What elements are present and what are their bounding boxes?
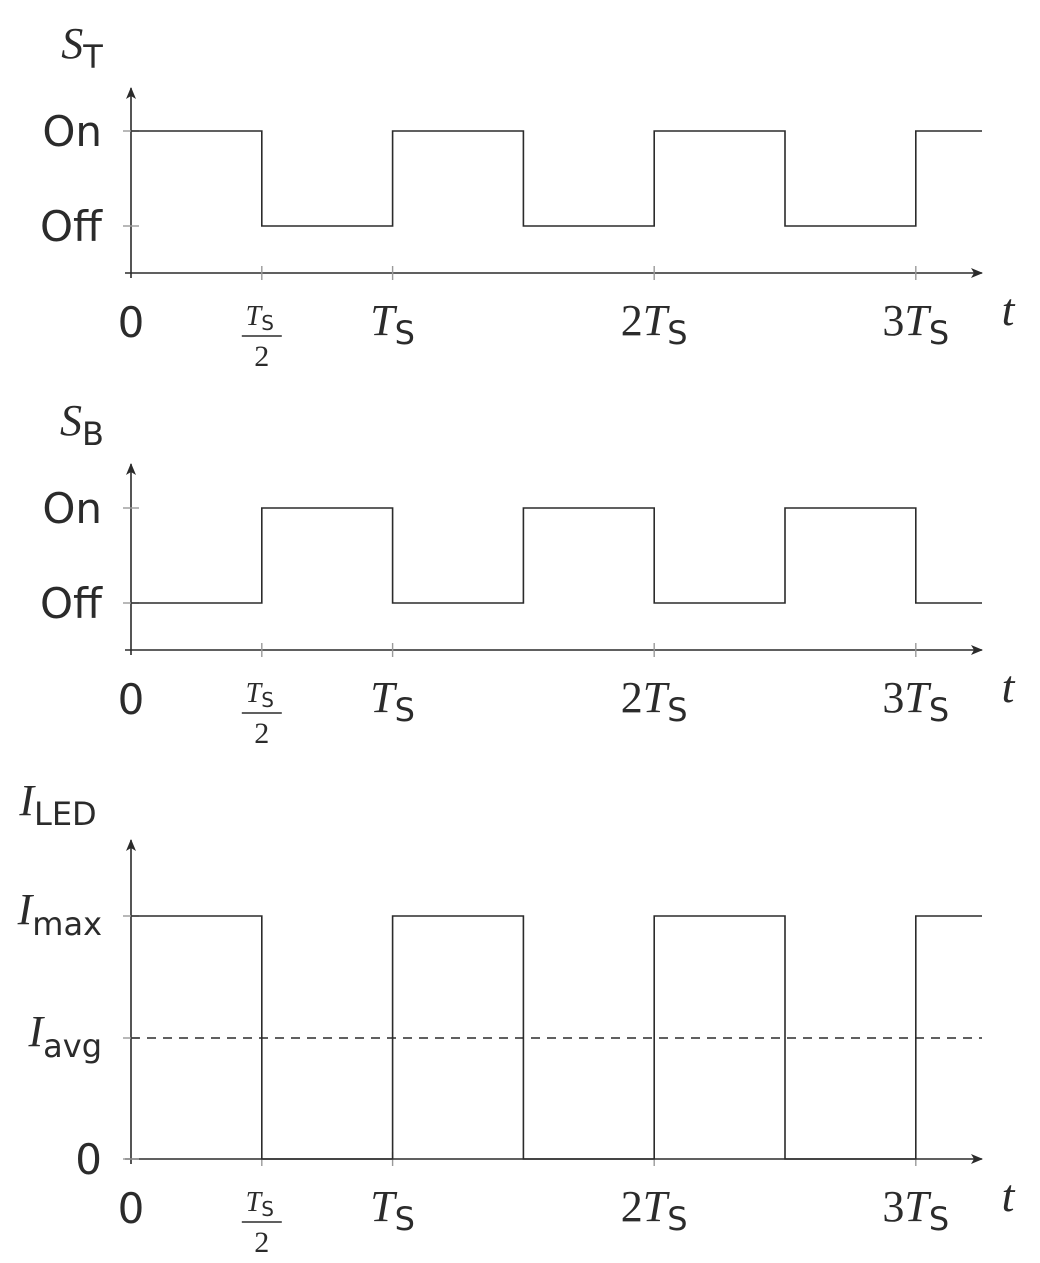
waveform-st <box>131 130 982 227</box>
x-tick-label: 0 <box>118 675 145 724</box>
fraction-numerator: TS <box>246 678 274 712</box>
x-tick-label-fraction: TS 2 <box>241 678 282 750</box>
fraction-numerator: TS <box>246 1187 274 1221</box>
x-tick-label: 2TS <box>621 296 688 352</box>
x-tick-label: TS <box>370 296 415 352</box>
x-tick-label: TS <box>370 673 415 729</box>
fraction-denominator: 2 <box>254 1226 269 1258</box>
y-level-label: Off <box>40 579 103 628</box>
x-tick-label: 0 <box>118 298 145 347</box>
x-axis-label: t <box>1002 1170 1016 1221</box>
waveform-iled <box>131 915 982 1160</box>
waveform-sb <box>131 507 982 604</box>
y-level-label: On <box>42 484 102 533</box>
y-level-label: On <box>42 107 102 156</box>
fraction-denominator: 2 <box>254 340 269 373</box>
x-tick-label: 2TS <box>621 1182 688 1238</box>
fraction-numerator: TS <box>246 301 274 335</box>
panel-title-st: ST <box>61 19 103 76</box>
x-tick-label-fraction: TS 2 <box>241 1187 282 1259</box>
x-tick-label: TS <box>370 1182 415 1238</box>
y-level-label: Imax <box>17 885 102 943</box>
x-tick-label: 3TS <box>882 673 949 729</box>
x-tick-label: 3TS <box>882 1182 949 1238</box>
x-tick-label: 2TS <box>621 673 688 729</box>
panel-title-sb: SB <box>60 396 104 453</box>
y-level-label: Iavg <box>27 1007 102 1065</box>
y-level-label: 0 <box>75 1135 102 1184</box>
panel-title-iled: ILED <box>18 776 96 833</box>
x-tick-label: 0 <box>118 1184 145 1233</box>
x-axis-label: t <box>1002 661 1016 712</box>
fraction-denominator: 2 <box>254 717 269 750</box>
x-tick-label-fraction: TS 2 <box>241 301 282 373</box>
x-tick-label: 3TS <box>882 296 949 352</box>
y-level-label: Off <box>40 202 103 251</box>
x-axis-label: t <box>1002 284 1016 335</box>
